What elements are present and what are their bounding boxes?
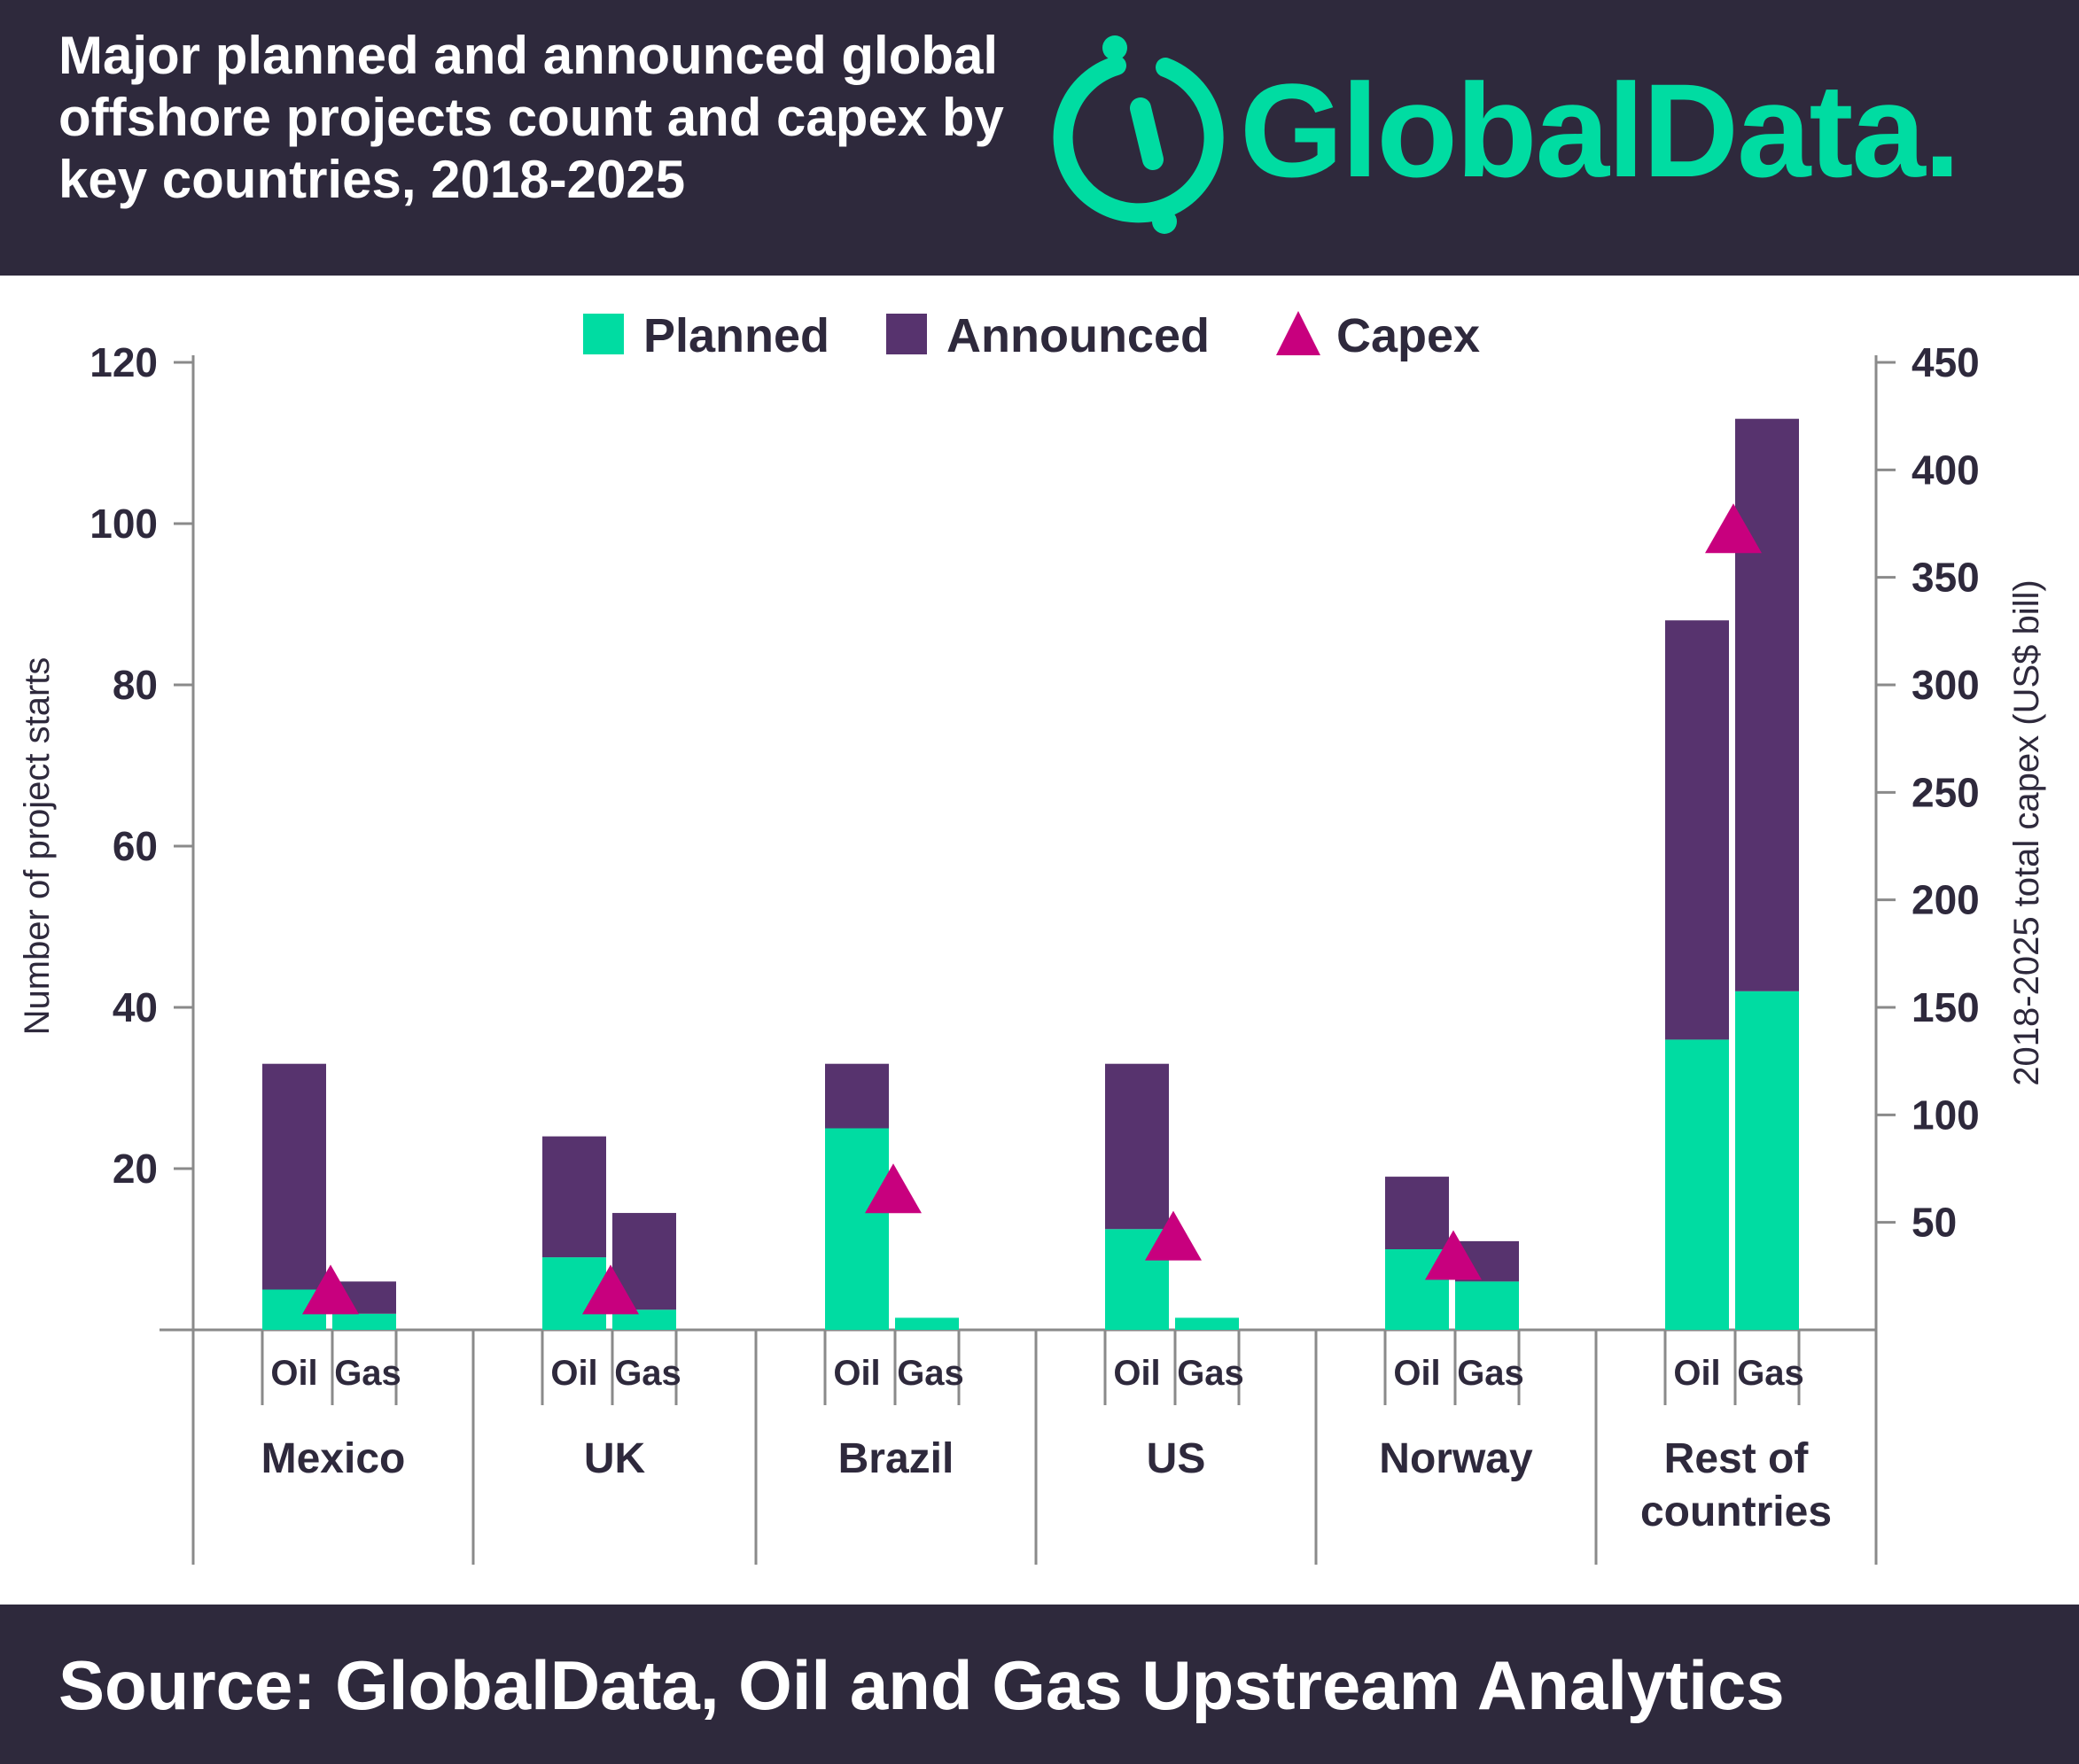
x-sublabel-mexico-gas: Gas [334,1354,401,1393]
bar-uk-gas-planned [612,1309,676,1330]
bar-brazil-oil-planned [825,1128,889,1330]
legend-label-announced: Announced [946,309,1210,362]
legend-label-planned: Planned [643,309,829,362]
right-y-axis-label: 2018-2025 total capex (US$ bill) [2007,579,2046,1085]
bar-rest-of-countries-oil-announced [1665,620,1729,1040]
bar-norway-oil-announced [1385,1177,1449,1249]
bar-brazil-oil-announced [825,1063,889,1129]
right-y-tick-label: 300 [1912,662,1980,708]
source-note: Source: GlobalData, Oil and Gas Upstream… [58,1646,1785,1724]
chart-title: Major planned and announced global offsh… [58,26,1004,209]
bar-uk-oil-announced [542,1136,606,1258]
x-label-rest-of-countries: countries [1640,1488,1832,1535]
bar-rest-of-countries-gas-planned [1735,991,1799,1330]
x-sublabel-norway-oil: Oil [1393,1354,1440,1393]
bar-brazil-gas-planned [895,1317,959,1330]
x-sublabel-uk-oil: Oil [550,1354,597,1393]
x-sublabel-us-gas: Gas [1177,1354,1244,1393]
right-y-tick-label: 350 [1912,555,1980,601]
x-sublabel-rest-of-countries-oil: Oil [1673,1354,1720,1393]
x-sublabel-mexico-oil: Oil [270,1354,317,1393]
right-y-tick-label: 50 [1912,1200,1957,1246]
capex-marker-us [1145,1210,1202,1261]
capex-marker-uk [582,1264,639,1315]
x-sublabel-rest-of-countries-gas: Gas [1737,1354,1804,1393]
bar-norway-gas-planned [1455,1281,1519,1330]
x-sublabel-brazil-gas: Gas [897,1354,964,1393]
right-y-tick-label: 450 [1912,339,1980,385]
x-label-rest-of-countries: Rest of [1664,1435,1810,1482]
legend-label-capex: Capex [1336,309,1480,362]
x-label-mexico: Mexico [261,1435,406,1482]
capex-marker-rest-of-countries [1705,503,1762,554]
x-label-brazil: Brazil [838,1435,954,1482]
capex-marker-norway [1425,1230,1482,1280]
bar-rest-of-countries-gas-announced [1735,418,1799,991]
bar-us-gas-planned [1175,1317,1239,1330]
bar-us-oil-announced [1105,1063,1169,1230]
x-sublabel-uk-gas: Gas [614,1354,681,1393]
x-sublabel-norway-gas: Gas [1457,1354,1524,1393]
x-label-us: US [1147,1435,1206,1482]
right-y-tick-label: 400 [1912,447,1980,493]
left-y-tick-label: 100 [90,501,158,547]
left-y-axis-label: Number of project starts [18,657,57,1036]
bar-mexico-oil-announced [262,1063,326,1290]
footer: Source: GlobalData, Oil and Gas Upstream… [0,1605,2079,1764]
globaldata-logo: GlobalData. [1032,28,2052,250]
x-label-norway: Norway [1379,1435,1533,1482]
left-y-tick-label: 40 [113,984,158,1030]
x-label-uk: UK [584,1435,646,1482]
globaldata-logo-icon [1053,35,1224,234]
chart-area: Planned Announced Capex 20 40 60 80 100 120 50 100… [0,276,2079,1605]
capex-marker-brazil [865,1163,922,1214]
legend-swatch-planned [583,314,624,354]
x-sublabel-us-oil: Oil [1113,1354,1160,1393]
bar-rest-of-countries-oil-planned [1665,1039,1729,1330]
header: Major planned and announced global offsh… [0,0,2079,276]
x-sublabel-brazil-oil: Oil [833,1354,880,1393]
left-y-tick-label: 120 [90,339,158,385]
capex-marker-mexico [302,1264,359,1315]
left-y-tick-label: 80 [113,662,158,708]
right-y-tick-label: 150 [1912,984,1980,1030]
right-y-tick-label: 200 [1912,877,1980,923]
globaldata-logo-text: GlobalData. [1240,56,1960,205]
legend-swatch-announced [886,314,927,354]
left-y-tick-label: 60 [113,823,158,869]
offshore-projects-chart: Planned Announced Capex 20 40 60 80 100 120 50 100… [18,309,2046,1565]
bar-mexico-gas-planned [332,1313,396,1330]
legend-swatch-capex [1276,311,1320,355]
right-y-tick-label: 100 [1912,1092,1980,1138]
right-y-tick-label: 250 [1912,769,1980,815]
left-y-tick-label: 20 [113,1146,158,1192]
